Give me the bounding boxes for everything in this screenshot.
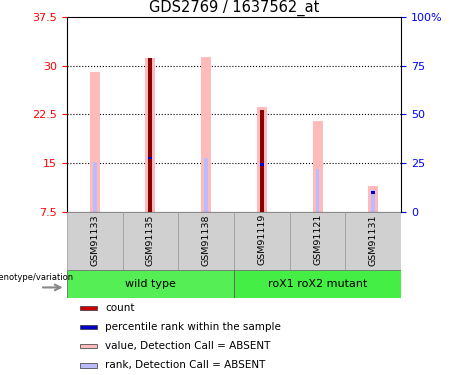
Bar <box>257 107 267 212</box>
Bar <box>67 212 123 270</box>
Text: value, Detection Call = ABSENT: value, Detection Call = ABSENT <box>105 341 271 351</box>
Bar <box>371 190 375 212</box>
Bar <box>80 344 97 348</box>
Bar <box>201 57 211 212</box>
Bar <box>123 212 178 270</box>
Bar <box>260 110 264 212</box>
Text: genotype/variation: genotype/variation <box>0 273 73 282</box>
Bar <box>234 270 401 298</box>
Bar <box>90 72 100 212</box>
Bar <box>148 157 152 159</box>
Bar <box>260 163 264 166</box>
Bar <box>80 363 97 368</box>
Text: GSM91135: GSM91135 <box>146 214 155 266</box>
Text: roX1 roX2 mutant: roX1 roX2 mutant <box>268 279 367 289</box>
Bar <box>145 58 155 212</box>
Bar <box>178 212 234 270</box>
Text: GSM91131: GSM91131 <box>369 214 378 266</box>
Bar <box>234 212 290 270</box>
Text: count: count <box>105 303 135 313</box>
Bar <box>67 270 234 298</box>
Title: GDS2769 / 1637562_at: GDS2769 / 1637562_at <box>149 0 319 15</box>
Bar <box>290 212 345 270</box>
Text: rank, Detection Call = ABSENT: rank, Detection Call = ABSENT <box>105 360 266 370</box>
Text: GSM91133: GSM91133 <box>90 214 99 266</box>
Bar <box>260 164 264 212</box>
Bar <box>316 169 319 212</box>
Bar <box>313 121 323 212</box>
Text: wild type: wild type <box>125 279 176 289</box>
Bar <box>80 325 97 329</box>
Bar <box>148 58 152 212</box>
Bar <box>368 186 378 212</box>
Text: GSM91138: GSM91138 <box>201 214 211 266</box>
Bar <box>80 306 97 310</box>
Text: GSM91119: GSM91119 <box>257 214 266 266</box>
Text: percentile rank within the sample: percentile rank within the sample <box>105 322 281 332</box>
Bar <box>93 162 97 212</box>
Bar <box>371 191 375 194</box>
Bar <box>345 212 401 270</box>
Text: GSM91121: GSM91121 <box>313 214 322 266</box>
Bar <box>204 158 208 212</box>
Bar <box>148 158 152 212</box>
